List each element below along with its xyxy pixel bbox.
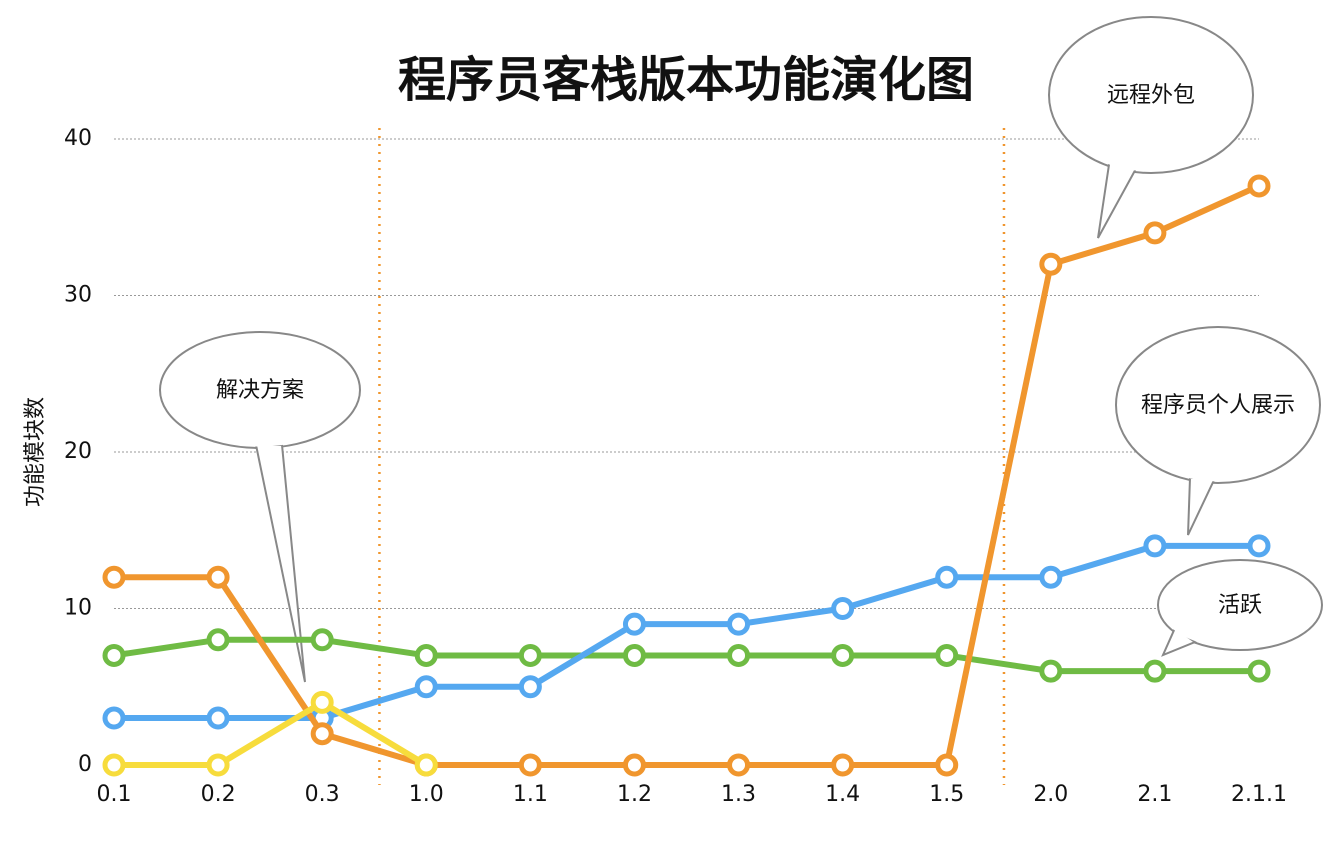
x-tick-label: 1.3 [721, 782, 756, 807]
y-axis-label: 功能模块数 [23, 397, 48, 507]
data-point [622, 612, 646, 636]
data-point [518, 643, 542, 667]
series-line [114, 542, 1259, 722]
y-tick-label: 10 [64, 596, 92, 621]
x-tick-label: 1.2 [617, 782, 652, 807]
annotation: 活跃 [1217, 592, 1262, 618]
bubble-fill [161, 333, 359, 447]
data-point [935, 753, 959, 777]
data-point [935, 643, 959, 667]
series-line [113, 636, 1259, 675]
data-point [1039, 252, 1063, 276]
data-point [1247, 659, 1271, 683]
data-point [310, 628, 334, 652]
y-tick-label: 0 [78, 752, 92, 777]
data-point [831, 643, 855, 667]
annotation: 解决方案 [215, 377, 304, 403]
data-point [414, 675, 438, 699]
data-point [1143, 534, 1167, 558]
data-point [310, 722, 334, 746]
y-tick-label: 40 [64, 126, 92, 151]
series-line [114, 699, 428, 768]
chart-title: 程序员客栈版本功能演化图 [398, 52, 974, 108]
data-point [102, 565, 126, 589]
bubble-fill [1050, 18, 1252, 172]
data-point [102, 753, 126, 777]
bubble-tail [1187, 477, 1217, 536]
data-point [518, 675, 542, 699]
data-point [831, 597, 855, 620]
data-point [831, 753, 855, 777]
data-point [935, 565, 959, 589]
data-point [414, 753, 438, 777]
x-tick-label: 0.1 [97, 782, 132, 807]
x-tick-label: 1.1 [513, 782, 548, 807]
data-point [102, 706, 126, 730]
data-point [206, 706, 230, 730]
data-point [1039, 565, 1063, 589]
y-tick-label: 20 [64, 439, 92, 464]
annotation: 程序员个人展示 [1140, 392, 1295, 418]
x-tick-label: 1.5 [929, 782, 964, 807]
bubble-fill [1159, 561, 1321, 649]
x-tick-label: 2.0 [1033, 782, 1068, 807]
annotation-box: 远程外包 [1106, 82, 1195, 108]
x-tick-label: 0.2 [201, 782, 236, 807]
data-point [102, 643, 126, 667]
annotation: 远程外包 [1106, 82, 1195, 108]
annotation-box: 解决方案 [215, 377, 304, 403]
x-tick-label: 1.4 [825, 782, 860, 807]
bubble-fill [1117, 328, 1319, 482]
x-tick-label: 2.1 [1137, 782, 1172, 807]
data-point [727, 612, 751, 636]
x-tick-label: 2.1.1 [1231, 782, 1287, 807]
data-point [622, 643, 646, 667]
x-tick-label: 1.0 [409, 782, 444, 807]
data-point [206, 753, 230, 777]
data-point [1247, 534, 1271, 558]
data-point [206, 628, 230, 652]
data-point [1247, 174, 1271, 198]
data-point [518, 753, 542, 777]
y-tick-label: 30 [64, 283, 92, 308]
data-point [727, 643, 751, 667]
data-point [727, 753, 751, 777]
data-point [1039, 659, 1063, 683]
x-tick-label: 0.3 [305, 782, 340, 807]
data-point [1143, 221, 1167, 245]
series-line [114, 183, 1261, 768]
data-point [310, 690, 334, 714]
data-point [206, 565, 230, 589]
data-point [1143, 659, 1167, 683]
data-point [414, 643, 438, 667]
data-point [622, 753, 646, 777]
annotation-box: 活跃 [1217, 592, 1262, 618]
annotation-box: 程序员个人展示 [1140, 392, 1295, 418]
